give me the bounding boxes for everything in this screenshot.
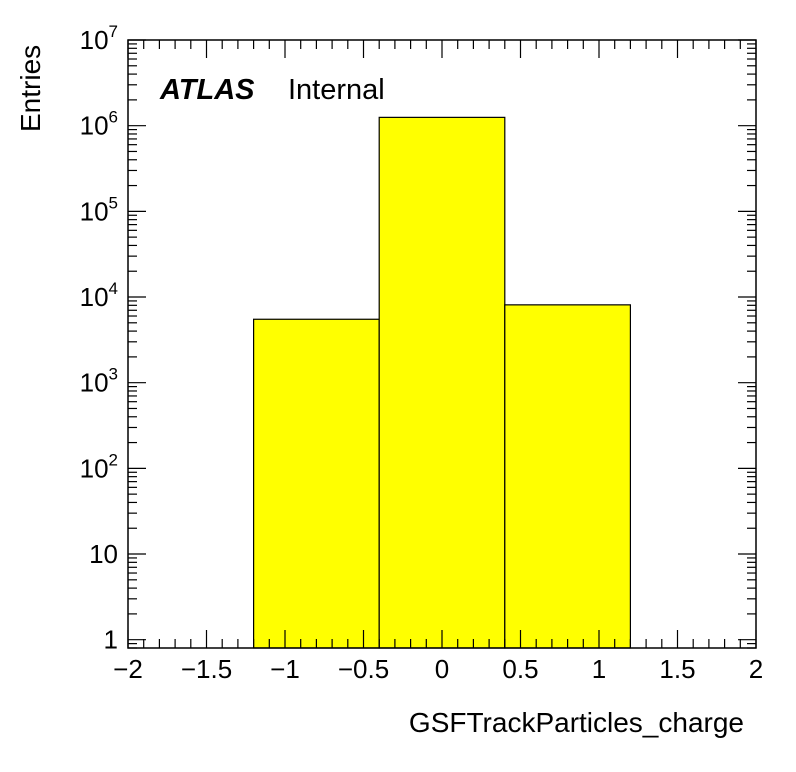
histogram-bar xyxy=(378,116,506,649)
plot-frame xyxy=(127,39,757,649)
y-axis-title: Entries xyxy=(15,45,46,132)
histogram-bar xyxy=(253,318,380,649)
atlas-label: ATLAS xyxy=(159,74,255,106)
x-tick-label: 0 xyxy=(435,654,449,684)
histogram-bar xyxy=(504,304,631,649)
x-tick-label: −0.5 xyxy=(338,654,389,684)
y-tick-label: 103 xyxy=(80,365,118,398)
y-tick-label: 107 xyxy=(80,22,118,55)
x-tick-label: −1 xyxy=(270,654,300,684)
axis-ticks xyxy=(127,39,757,649)
y-tick-label: 106 xyxy=(80,108,118,141)
x-tick-label: 1 xyxy=(592,654,606,684)
x-axis-title: GSFTrackParticles_charge xyxy=(409,707,744,738)
y-tick-label: 10 xyxy=(89,539,118,569)
x-tick-label: 1.5 xyxy=(659,654,695,684)
y-tick-label: 1 xyxy=(104,625,118,655)
internal-label: Internal xyxy=(288,74,385,106)
y-tick-label: 102 xyxy=(80,450,118,483)
histogram-bars xyxy=(253,116,631,649)
x-tick-label: −2 xyxy=(113,654,143,684)
x-tick-labels: −2 −1.5 −1 −0.5 0 0.5 1 1.5 2 xyxy=(113,654,763,684)
y-tick-labels: 1 10 102 103 104 105 106 107 xyxy=(80,22,118,655)
x-tick-label: 0.5 xyxy=(502,654,538,684)
x-tick-label: 2 xyxy=(749,654,763,684)
y-tick-label: 104 xyxy=(80,279,118,312)
x-tick-label: −1.5 xyxy=(181,654,232,684)
y-tick-label: 105 xyxy=(80,193,118,226)
